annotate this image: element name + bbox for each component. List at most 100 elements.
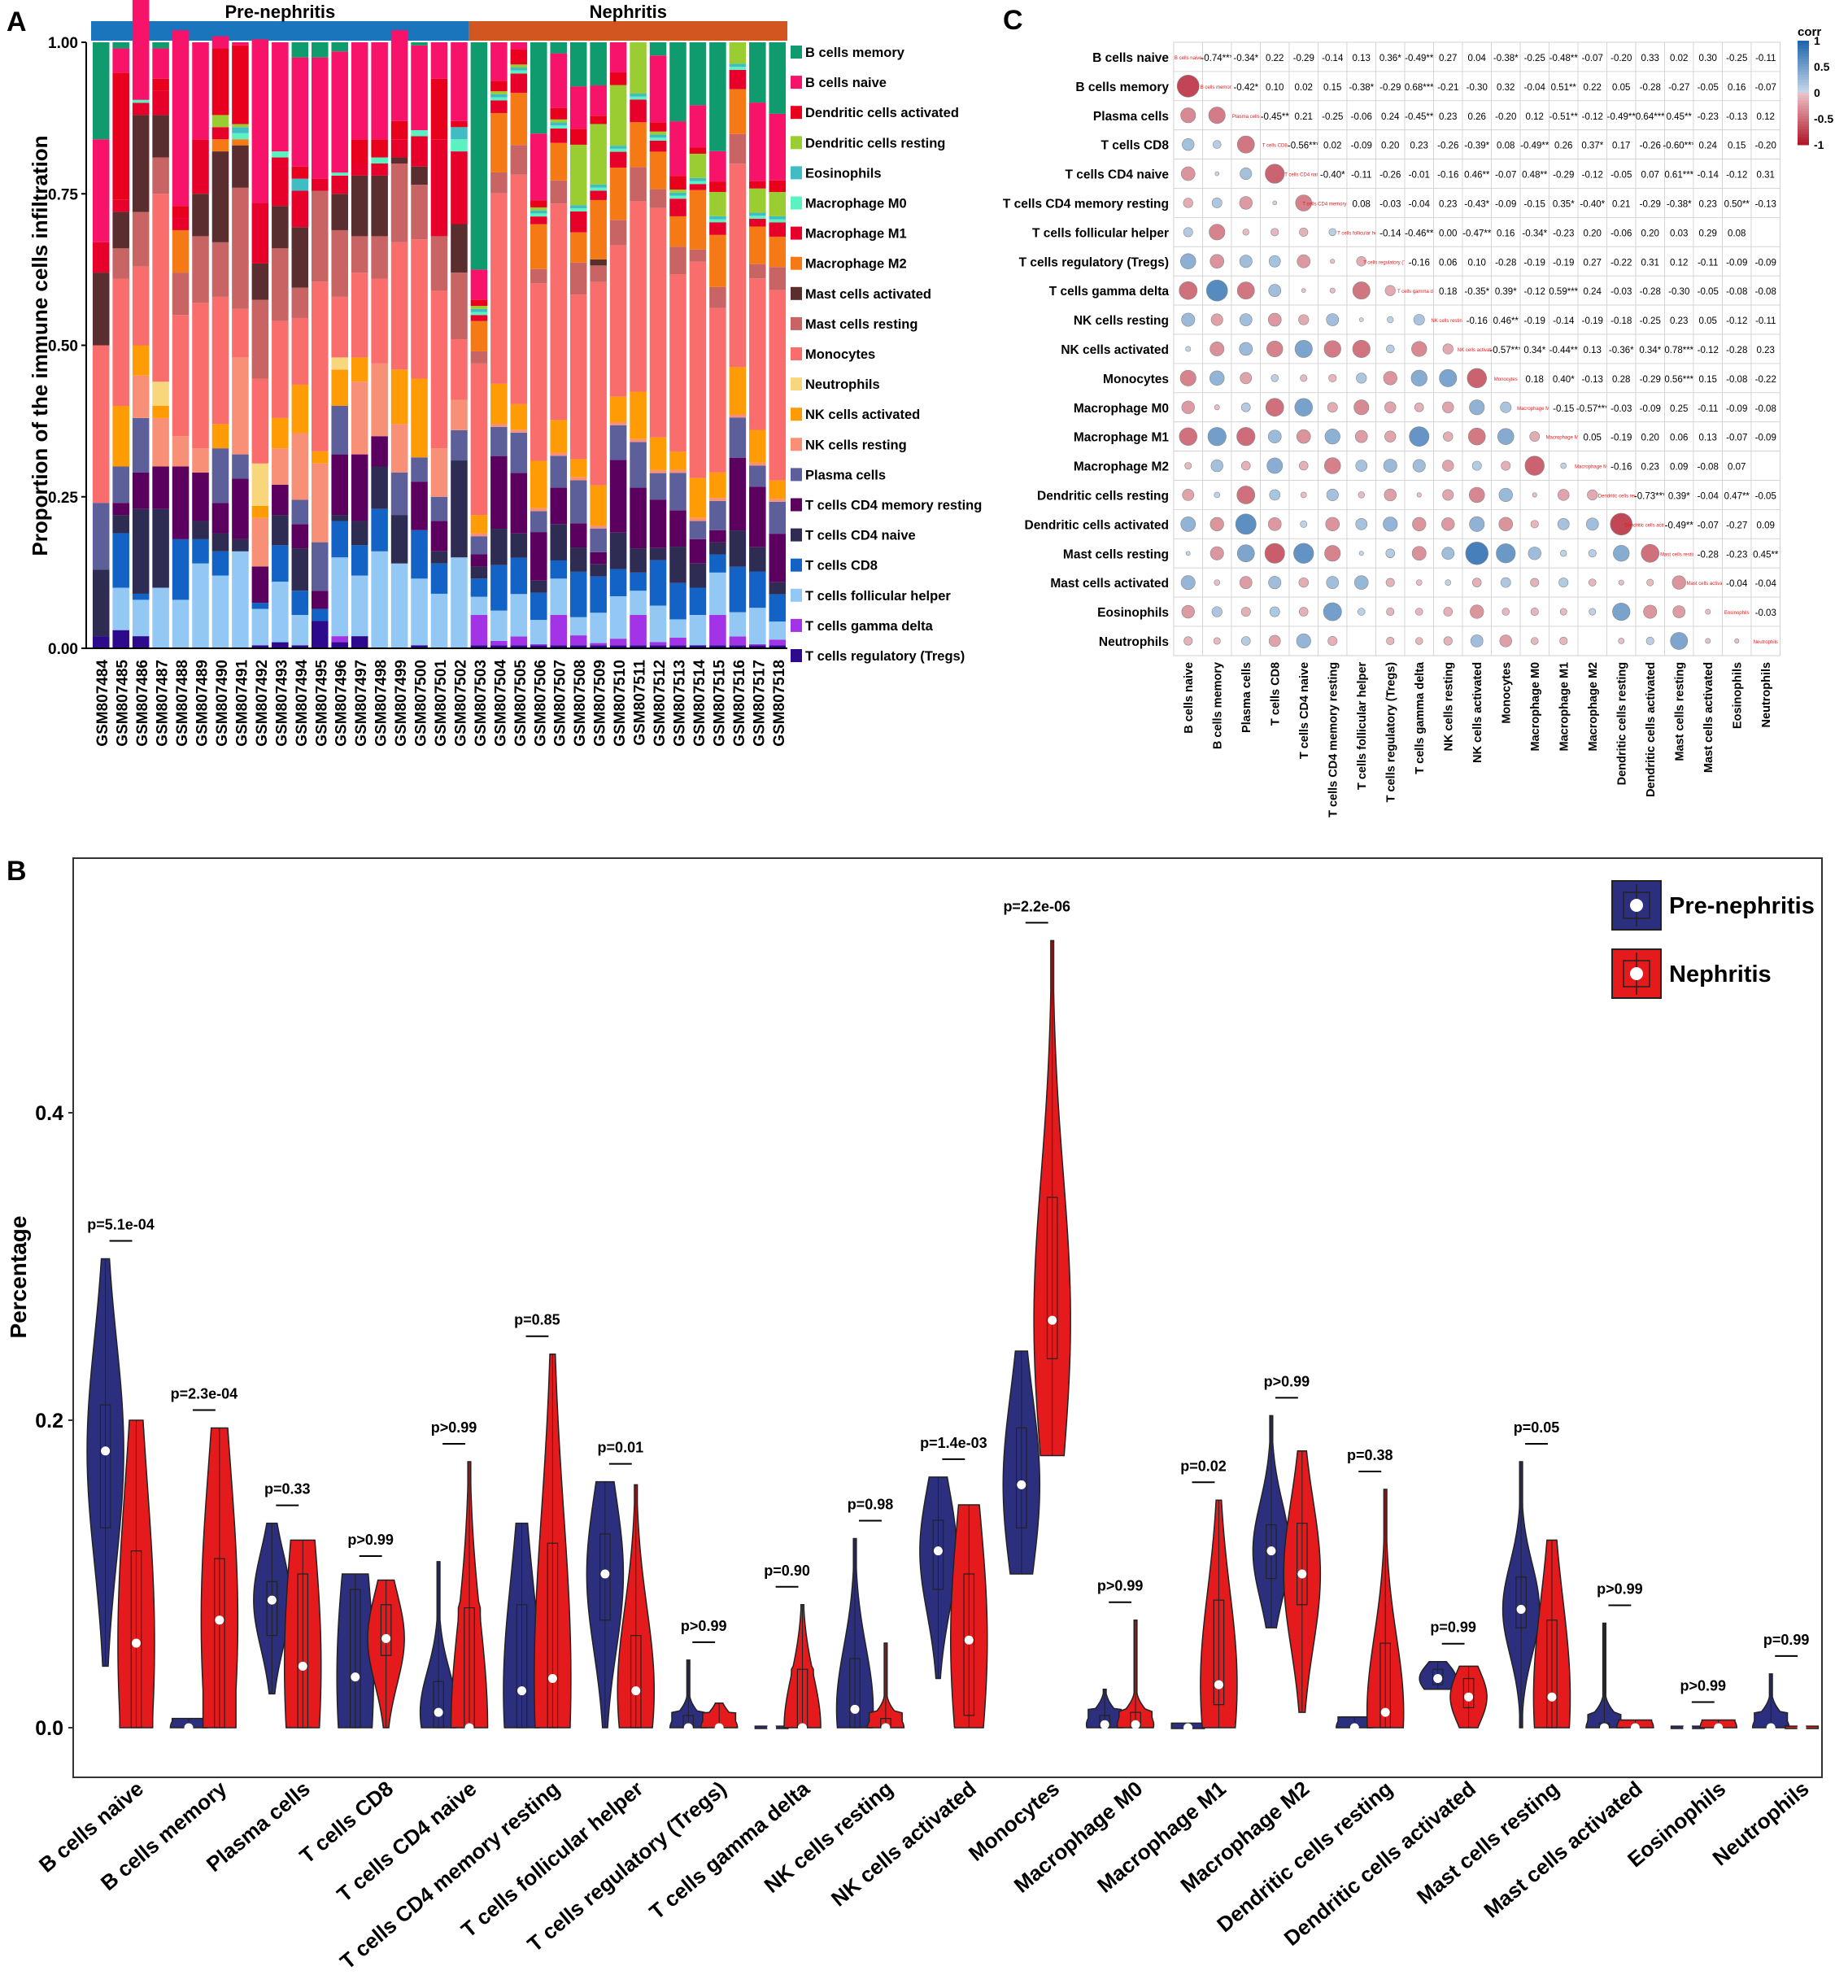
corr-value: -0.29 <box>1293 54 1314 63</box>
bar-GSM807511: GSM807511 <box>630 42 649 746</box>
bar-segment-macrophage-m0 <box>470 312 488 316</box>
sample-label: GSM807495 <box>313 660 330 747</box>
corr-circle <box>1409 426 1430 447</box>
row-label-dendritic-cells-activated: Dendritic cells activated <box>1025 518 1169 532</box>
bar-GSM807497: GSM807497 <box>351 42 370 747</box>
matrix-cell <box>1577 246 1607 277</box>
bar-segment-nk-cells-resting <box>311 463 329 543</box>
bar-segment-t-cells-cd4-memory-resting <box>590 551 607 565</box>
row-label-t-cells-cd4-naive: T cells CD4 naive <box>1065 168 1169 182</box>
bar-segment-mast-cells-resting <box>689 249 707 262</box>
legend-swatch-plasma-cells <box>791 468 802 482</box>
median-dot-pre-nephritis <box>267 1595 277 1605</box>
legend-label-b-cells-naive: B cells naive <box>805 76 887 90</box>
median-dot-nephritis <box>547 1674 557 1684</box>
corr-circle <box>1357 608 1366 616</box>
matrix-cell <box>1635 509 1665 539</box>
bar-segment-t-cells-cd4-naive <box>490 529 508 565</box>
diagonal-label: Monocytes <box>1494 377 1518 382</box>
col-label-dendritic-cells-resting: Dendritic cells resting <box>1615 662 1628 786</box>
corr-value: 0.03 <box>1670 229 1688 238</box>
bar-segment-b-cells-naive <box>211 36 229 49</box>
diagonal-label: Mast cells activated <box>1687 582 1729 586</box>
bar-segment-macrophage-m0 <box>490 97 508 101</box>
corr-circle <box>1385 578 1395 587</box>
corr-circle <box>1326 576 1340 590</box>
bar-segment-mast-cells-resting <box>132 211 150 267</box>
corr-circle <box>1323 457 1341 474</box>
sample-label: GSM807510 <box>612 660 629 747</box>
median-dot-pre-nephritis <box>850 1704 860 1714</box>
corr-circle <box>1182 489 1195 501</box>
corr-circle <box>1353 399 1370 416</box>
row-label-macrophage-m1: Macrophage M1 <box>1074 431 1170 445</box>
bar-segment-t-cells-gamma-delta <box>569 635 587 646</box>
bar-segment-t-cells-cd4-naive <box>590 564 607 577</box>
corr-circle <box>1384 430 1397 443</box>
legend-swatch-b-cells-memory <box>791 46 802 59</box>
bar-segment-b-cells-naive <box>550 53 568 108</box>
bar-segment-eosinophils <box>609 146 627 149</box>
bar-segment-t-cells-follicular-helper <box>669 619 686 638</box>
corr-value: 0.39* <box>1668 491 1690 501</box>
bar-segment-t-cells-cd8 <box>590 576 607 613</box>
legend-swatch-macrophage-m2 <box>791 256 802 270</box>
legend-swatch-macrophage-m1 <box>791 226 802 240</box>
bar-segment-eosinophils <box>510 67 528 71</box>
bar-segment-macrophage-m0 <box>451 139 468 152</box>
scale-step <box>1798 76 1809 81</box>
bar-segment-nk-cells-activated <box>530 460 547 508</box>
matrix-cell <box>1693 304 1723 335</box>
corr-value: -0.19 <box>1610 434 1632 443</box>
bar-segment-eosinophils <box>689 177 707 181</box>
bar-segment-dendritic-cells-activated <box>769 180 787 193</box>
matrix-cell <box>1433 216 1463 247</box>
bar-segment-t-cells-cd8 <box>411 530 428 579</box>
bar-segment-b-cells-memory <box>92 42 110 140</box>
bar-segment-nk-cells-activated <box>609 396 627 422</box>
bar-segment-t-cells-cd4-naive <box>192 521 209 539</box>
corr-circle <box>1443 431 1454 442</box>
corr-value: -0.29 <box>1640 199 1661 209</box>
bar-GSM807507: GSM807507 <box>550 42 569 747</box>
matrix-cell <box>1519 129 1549 159</box>
matrix-cell <box>1693 334 1723 364</box>
legend-label-nk-cells-resting: NK cells resting <box>805 438 907 452</box>
corr-circle <box>1612 602 1631 621</box>
bar-segment-b-cells-naive <box>470 269 488 300</box>
legend-swatch-eosinophils <box>791 166 802 180</box>
legend-label-nk-cells-activated: NK cells activated <box>805 408 920 422</box>
legend-label-eosinophils: Eosinophils <box>805 166 882 181</box>
bar-segment-t-cells-gamma-delta <box>530 643 547 646</box>
bar-segment-plasma-cells <box>211 448 229 504</box>
bar-segment-nk-cells-resting <box>390 424 408 473</box>
bar-segment-nk-cells-resting <box>669 469 686 473</box>
corr-value: -0.27 <box>1726 521 1747 530</box>
row-label-monocytes: Monocytes <box>1103 373 1169 386</box>
bar-segment-b-cells-naive <box>769 113 787 181</box>
bar-segment-nk-cells-resting <box>510 429 528 433</box>
bar-segment-t-cells-cd4-naive <box>609 532 627 569</box>
bar-GSM807516: GSM807516 <box>729 42 748 747</box>
corr-value: 0.32 <box>1497 83 1515 93</box>
corr-value: 0.46** <box>1464 171 1490 181</box>
scale-step <box>1798 121 1809 124</box>
corr-circle <box>1641 543 1660 563</box>
bar-segment-plasma-cells <box>590 528 607 552</box>
corr-value: 0.22 <box>1584 83 1602 93</box>
col-label-t-cells-gamma-delta: T cells gamma delta <box>1414 661 1427 774</box>
bar-GSM807515: GSM807515 <box>709 42 728 747</box>
matrix-cell <box>1404 129 1434 159</box>
bar-segment-b-cells-naive <box>609 42 627 73</box>
matrix-cell <box>1462 275 1492 306</box>
corr-value: 0.12 <box>1757 112 1775 122</box>
corr-circle <box>1352 281 1371 300</box>
bar-segment-t-cells-regulatory-tregs <box>689 645 707 648</box>
bar-GSM807513: GSM807513 <box>669 42 688 747</box>
sample-label: GSM807492 <box>254 660 271 747</box>
bar-segment-eosinophils <box>291 178 309 191</box>
bar-segment-dendritic-cells-resting <box>590 124 607 185</box>
corr-circle <box>1272 200 1278 206</box>
bar-segment-monocytes <box>291 317 309 385</box>
corr-circle <box>1498 487 1513 503</box>
